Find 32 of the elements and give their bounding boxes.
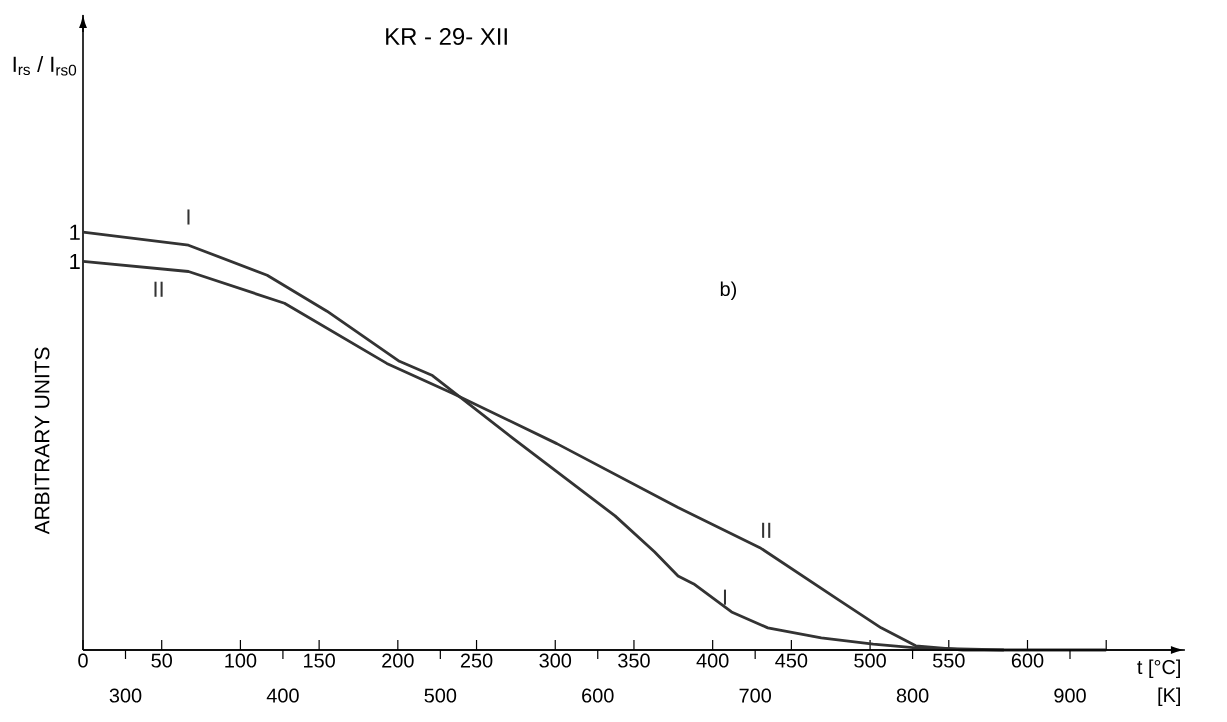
x-tick-label: 200 xyxy=(382,653,414,668)
x2-tick-label: 500 xyxy=(424,688,457,703)
x-tick-label: 450 xyxy=(775,653,808,668)
annotation: 1 xyxy=(70,224,80,240)
x2-tick-label: 700 xyxy=(739,688,771,703)
series-label: I xyxy=(723,589,727,605)
x2-tick-label: 600 xyxy=(582,688,614,703)
x2-tick-label: 800 xyxy=(896,688,929,703)
text: I$_{rs}$ / I$_{rs0}$ xyxy=(13,55,77,76)
x-tick-label: 350 xyxy=(618,653,650,668)
x-tick-label: 400 xyxy=(696,653,729,668)
x-tick-label: 150 xyxy=(304,653,335,668)
y-axis-title: ARBITRARY UNITS xyxy=(34,347,50,535)
text: II xyxy=(154,281,163,297)
x-tick-label: 600 xyxy=(1011,653,1044,668)
x2-tick-label: 300 xyxy=(109,688,142,703)
annotation: 1 xyxy=(70,253,80,270)
x-tick-label: 100 xyxy=(225,653,257,668)
annotation: b) xyxy=(720,281,737,300)
x2-tick-label: 900 xyxy=(1054,688,1086,703)
x-tick-label: 500 xyxy=(854,653,886,668)
text: I xyxy=(187,209,190,225)
x-axis-title: t [°C] xyxy=(1137,659,1180,679)
x-tick-label: 50 xyxy=(151,653,172,668)
x2-tick-label: 400 xyxy=(266,688,299,703)
x-tick-label: 550 xyxy=(932,653,965,668)
series-label: II xyxy=(762,522,771,538)
x-tick-label: 300 xyxy=(539,653,572,668)
x-tick-label: 0 xyxy=(78,653,88,668)
x-tick-label: 250 xyxy=(460,653,493,668)
chart-title: KR - 29- XII xyxy=(386,28,507,45)
x2-axis-title: [K] xyxy=(1158,687,1180,707)
